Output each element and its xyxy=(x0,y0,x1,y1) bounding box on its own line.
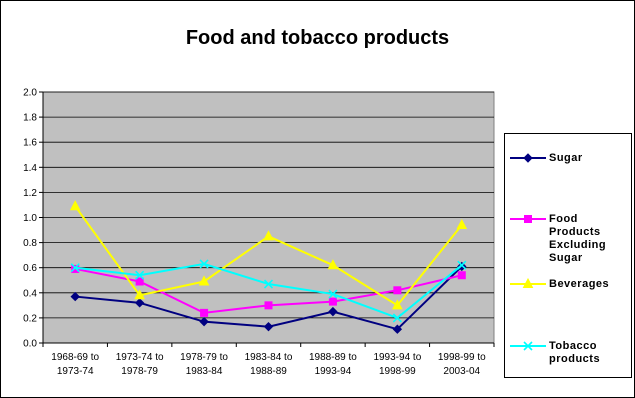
data-point-sugar xyxy=(263,321,274,332)
y-tick-label: 0.8 xyxy=(23,238,37,249)
x-tick-label: 1998-99 xyxy=(379,366,416,377)
legend-swatch xyxy=(510,278,546,288)
legend-marker xyxy=(522,278,534,288)
data-point-tobacco-products xyxy=(135,270,145,280)
data-point-food-products-excluding-sugar xyxy=(328,297,337,306)
data-point-beverages xyxy=(263,230,274,241)
y-tick-label: 1.6 xyxy=(23,138,37,149)
legend-item-sugar: Sugar xyxy=(509,152,629,165)
series-beverages xyxy=(69,200,468,310)
legend-marker xyxy=(523,341,533,351)
legend-item-beverages: Beverages xyxy=(509,278,629,291)
legend-label-line: Excluding xyxy=(549,239,607,251)
data-point-tobacco-products xyxy=(328,289,338,299)
data-point-tobacco-products xyxy=(392,313,402,323)
chart-title: Food and tobacco products xyxy=(185,27,450,49)
data-point-sugar xyxy=(70,291,80,302)
legend-label: Food Products Excluding Sugar xyxy=(549,213,629,265)
y-tick-label: 0.4 xyxy=(23,288,37,299)
data-point-tobacco-products xyxy=(70,263,80,273)
x-tick-label: 1973-74 to xyxy=(116,352,164,363)
legend-label-line: Beverages xyxy=(549,278,610,290)
data-point-sugar xyxy=(199,316,209,327)
x-tick-label: 1983-84 xyxy=(186,366,223,377)
data-point-beverages xyxy=(392,299,403,310)
x-tick-label: 1983-84 to xyxy=(245,352,293,363)
legend-label-line: Sugar xyxy=(549,152,583,164)
x-tick-label: 1998-99 to xyxy=(438,352,486,363)
x-tick-label: 1973-74 xyxy=(57,366,94,377)
legend-swatch xyxy=(510,215,546,223)
data-point-beverages xyxy=(327,259,339,270)
y-tick-label: 1.2 xyxy=(23,188,37,199)
legend-marker xyxy=(524,215,532,223)
data-point-tobacco-products xyxy=(457,260,467,270)
series-tobacco-products xyxy=(70,259,467,323)
data-point-sugar xyxy=(328,306,338,317)
y-tick-label: 0.2 xyxy=(23,313,37,324)
data-point-beverages xyxy=(198,275,210,286)
legend-label: Tobacco products xyxy=(549,340,629,366)
x-tick-label: 1988-89 xyxy=(250,366,287,377)
data-point-food-products-excluding-sugar xyxy=(200,308,209,317)
y-tick-label: 0.0 xyxy=(23,339,37,350)
data-point-beverages xyxy=(134,289,145,300)
legend-swatch xyxy=(510,153,546,163)
x-tick-label: 1993-94 to xyxy=(373,352,421,363)
legend-marker xyxy=(523,153,533,163)
series-food-products-excluding-sugar xyxy=(71,264,466,317)
data-point-tobacco-products xyxy=(199,259,209,269)
y-tick-label: 2.0 xyxy=(23,88,37,99)
legend-item-tobacco-products: Tobacco products xyxy=(509,340,629,366)
x-tick-label: 1968-69 to xyxy=(51,352,99,363)
y-tick-label: 1.0 xyxy=(23,213,37,224)
y-tick-label: 1.4 xyxy=(23,163,37,174)
data-point-food-products-excluding-sugar xyxy=(135,277,144,286)
data-point-food-products-excluding-sugar xyxy=(264,301,273,310)
data-point-sugar xyxy=(134,298,145,308)
data-point-sugar xyxy=(392,324,403,334)
data-point-food-products-excluding-sugar xyxy=(393,286,402,295)
legend-label-line: Food Products xyxy=(549,213,601,238)
x-tick-label: 1978-79 to xyxy=(180,352,228,363)
data-point-tobacco-products xyxy=(263,279,274,289)
data-point-beverages xyxy=(456,218,468,230)
legend-label: Beverages xyxy=(549,278,629,291)
y-tick-label: 0.6 xyxy=(23,263,37,274)
legend-label-line: Tobacco xyxy=(549,340,597,352)
x-tick-label: 2003-04 xyxy=(443,366,480,377)
legend: Sugar Food Products Excluding Sugar Beverage… xyxy=(504,133,632,378)
data-point-food-products-excluding-sugar xyxy=(457,271,466,280)
legend-item-food-products-excluding-sugar: Food Products Excluding Sugar xyxy=(509,213,629,265)
legend-label-line: products xyxy=(549,353,601,365)
series-sugar xyxy=(70,261,467,334)
legend-swatch xyxy=(510,341,546,351)
x-tick-label: 1988-89 to xyxy=(309,352,357,363)
x-tick-label: 1978-79 xyxy=(121,366,158,377)
legend-label-line: Sugar xyxy=(549,252,583,264)
x-tick-label: 1993-94 xyxy=(315,366,352,377)
legend-label: Sugar xyxy=(549,152,629,165)
data-point-beverages xyxy=(69,200,81,211)
y-tick-label: 1.8 xyxy=(23,113,37,124)
